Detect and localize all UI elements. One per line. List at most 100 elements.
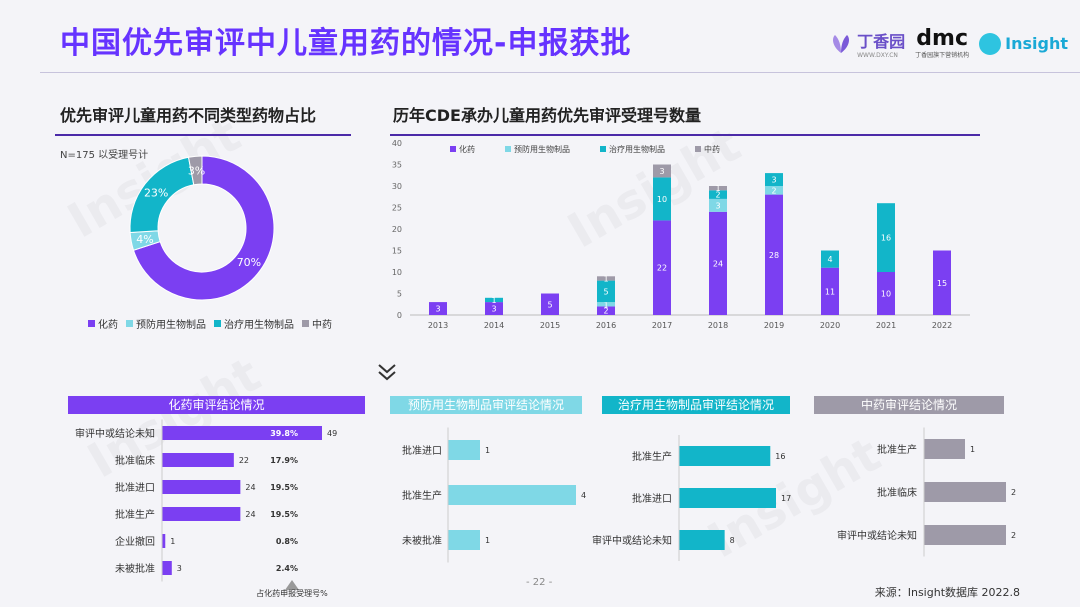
bar-category-label: 批准生产 [632, 450, 672, 463]
bar-percent-label: 0.8% [276, 537, 298, 546]
legend-swatch [695, 146, 701, 152]
bar-value-label: 2 [1011, 488, 1016, 497]
bar-category-label: 企业撤回 [115, 535, 155, 548]
stack-bar-value: 1 [715, 184, 720, 193]
bar-category-label: 批准进口 [115, 481, 155, 494]
bar-category-label: 未被批准 [115, 562, 155, 575]
bar-category-label: 批准生产 [877, 443, 917, 456]
result-bar [448, 485, 576, 505]
stack-bar-segment [597, 302, 615, 307]
result-bar [679, 488, 776, 508]
bar-value-label: 17 [781, 494, 791, 503]
bar-value-label: 1 [485, 446, 490, 455]
stack-bar-value: 24 [713, 259, 723, 268]
bar-value-label: 3 [177, 564, 182, 573]
stack-bar-segment [877, 272, 895, 315]
bar-category-label: 批准进口 [402, 444, 442, 457]
ther-panel-header: 治疗用生物制品审评结论情况 [602, 396, 790, 414]
result-bar [162, 507, 241, 521]
donut-slice-label: 4% [136, 233, 153, 246]
y-tick-label: 30 [392, 182, 402, 191]
dxy-sub: WWW.DXY.CN [857, 52, 898, 59]
stack-bar-value: 10 [657, 195, 667, 204]
stack-bar-segment [709, 190, 727, 199]
stack-bar-value: 2 [715, 191, 720, 200]
bar-category-label: 批准进口 [632, 492, 672, 505]
stack-bar-segment [653, 164, 671, 178]
stack-bar-value: 3 [715, 201, 720, 210]
result-bar [162, 453, 234, 467]
legend-swatch [88, 320, 95, 327]
legend-label: 预防用生物制品 [136, 318, 206, 331]
y-tick-label: 20 [392, 225, 402, 234]
stack-bar-segment [485, 297, 503, 303]
flower-icon [833, 34, 850, 53]
x-tick-label: 2015 [540, 321, 560, 330]
stack-bar-value: 10 [881, 290, 891, 299]
footnote-label: 占化药申报受理号% [256, 588, 328, 598]
x-tick-label: 2022 [932, 321, 952, 330]
result-bar [924, 525, 1006, 545]
stack-bar-value: 15 [937, 279, 947, 288]
stack-bar-segment [765, 186, 783, 195]
result-bar [924, 482, 1006, 502]
legend-label: 中药 [312, 318, 332, 331]
stack-bar-segment [485, 302, 503, 315]
stack-bar-segment [709, 186, 727, 191]
bar-category-label: 审评中或结论未知 [837, 529, 917, 542]
bar-value-label: 4 [581, 491, 586, 500]
legend-label: 化药 [459, 144, 475, 154]
result-bar [924, 439, 965, 459]
result-bar [679, 446, 771, 466]
result-bar [448, 530, 480, 550]
stack-bar-value: 1 [491, 296, 496, 305]
chevron-down-icon [378, 364, 396, 381]
stack-bar-segment [429, 302, 447, 315]
y-tick-label: 35 [392, 161, 402, 170]
insight-icon [979, 32, 1002, 55]
x-tick-label: 2020 [820, 321, 840, 330]
bar-value-label: 2 [1011, 531, 1016, 540]
dxy-logo: 丁香园 WWW.DXY.CN [829, 28, 905, 59]
stack-bar-value: 4 [827, 255, 832, 264]
dmc-name: dmc [916, 26, 968, 51]
bar-value-label: 1 [970, 445, 975, 454]
y-tick-label: 0 [397, 311, 402, 320]
legend-swatch [126, 320, 133, 327]
bar-section-title: 历年CDE承办儿童用药优先审评受理号数量 [393, 106, 701, 125]
stack-bar-segment [597, 280, 615, 303]
stack-bar-segment [821, 250, 839, 268]
dxy-name: 丁香园 [857, 32, 906, 51]
stack-bar-segment [877, 203, 895, 272]
bar-value-label: 1 [485, 536, 490, 545]
stack-bar-segment [541, 293, 559, 315]
result-bar [679, 530, 725, 550]
stack-bar-value: 2 [771, 186, 776, 195]
legend-swatch [214, 320, 221, 327]
bar-percent-label: 2.4% [276, 564, 298, 573]
legend-swatch [450, 146, 456, 152]
y-tick-label: 15 [392, 247, 402, 256]
page-number: - 22 - [526, 577, 553, 588]
logo-group: 丁香园 WWW.DXY.CN dmc 丁香园旗下营销机构 Insight [829, 28, 1068, 59]
prev-panel-header: 预防用生物制品审评结论情况 [390, 396, 582, 414]
x-tick-label: 2013 [428, 321, 448, 330]
bar-value-label: 24 [245, 510, 255, 519]
prev-result-chart: 批准进口 1 批准生产 4 未被批准 1 [402, 427, 586, 563]
donut-legend: 化药 预防用生物制品 治疗用生物制品 中药 [88, 318, 332, 331]
legend-swatch [600, 146, 606, 152]
result-bar [162, 480, 241, 494]
stack-bar-value: 16 [881, 234, 891, 243]
page-title: 中国优先审评中儿童用药的情况-申报获批 [60, 26, 632, 61]
stack-bar-segment [709, 198, 727, 212]
bar-value-label: 16 [775, 452, 785, 461]
y-tick-label: 25 [392, 204, 402, 213]
stack-bar-segment [709, 211, 727, 315]
stacked-bar-chart: 0510152025303540201332014312015520162151… [392, 139, 970, 330]
bar-value-label: 24 [245, 483, 255, 492]
result-bar [162, 426, 322, 440]
y-tick-label: 10 [392, 268, 402, 277]
legend-label: 化药 [98, 318, 118, 331]
legend-label: 治疗用生物制品 [609, 144, 665, 154]
